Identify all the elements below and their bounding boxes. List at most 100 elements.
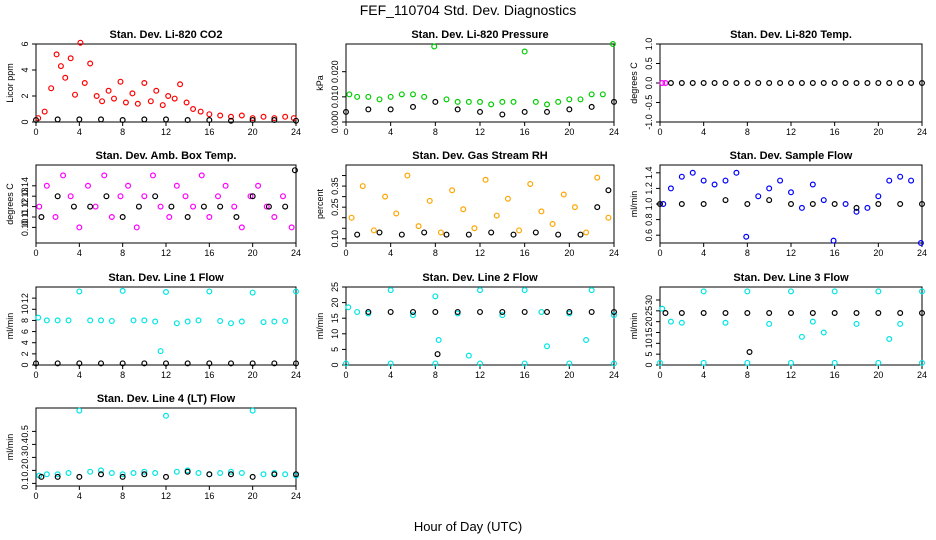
x-tick-label: 12: [786, 370, 796, 380]
data-point: [610, 360, 617, 367]
y-tick-label: 4: [20, 340, 30, 345]
data-point: [77, 39, 84, 46]
data-point: [465, 98, 472, 105]
x-tick-label: 20: [248, 127, 258, 137]
data-point: [32, 117, 39, 124]
data-point: [217, 203, 224, 210]
data-point: [119, 471, 126, 478]
plot-frame: [659, 286, 923, 366]
data-point: [105, 87, 112, 94]
y-tick-label: 25: [644, 306, 654, 316]
data-point: [662, 79, 669, 86]
data-point: [282, 113, 289, 120]
data-point: [171, 95, 178, 102]
data-point: [101, 172, 108, 179]
data-point: [908, 79, 915, 86]
x-tick-label: 4: [77, 248, 82, 258]
data-point: [809, 201, 816, 208]
plot-frame: [35, 286, 297, 366]
data-point: [594, 174, 601, 181]
y-axis-label: kPa: [315, 75, 325, 91]
x-tick-label: 0: [343, 127, 348, 137]
y-tick-label: 15: [644, 327, 654, 337]
data-point: [404, 172, 411, 179]
data-point: [875, 359, 882, 366]
panel-title: Stan. Dev. Line 3 Flow: [733, 272, 849, 284]
data-point: [555, 231, 562, 238]
x-tick-label: 0: [657, 370, 662, 380]
panel-6: Stan. Dev. Sample Flow 0 4 8 12 16 20 24 0.6 0.8 1…: [629, 150, 927, 258]
data-point: [97, 116, 104, 123]
data-point: [410, 308, 417, 315]
data-point: [521, 360, 528, 367]
data-point: [163, 116, 170, 123]
data-point: [510, 98, 517, 105]
data-point: [157, 348, 164, 355]
data-point: [689, 79, 696, 86]
data-point: [521, 287, 528, 294]
panel-title: Stan. Dev. Li-820 CO2: [110, 29, 223, 41]
data-point: [382, 193, 389, 200]
y-axis-label: ml/min: [629, 313, 639, 340]
y-tick-label: 0: [20, 119, 30, 124]
x-tick-label: 12: [475, 248, 485, 258]
plot-frame: [659, 164, 923, 244]
data-point: [43, 471, 50, 478]
data-point: [886, 336, 893, 343]
x-tick-label: 8: [120, 127, 125, 137]
y-tick-label: 1.4: [644, 167, 654, 180]
data-point: [87, 317, 94, 324]
data-point: [571, 204, 578, 211]
data-point: [477, 287, 484, 294]
data-point: [110, 95, 117, 102]
series: [36, 172, 295, 231]
data-point: [133, 224, 140, 231]
x-tick-label: 4: [701, 248, 706, 258]
data-point: [454, 98, 461, 105]
y-tick-label: 15: [330, 313, 340, 323]
x-tick-label: 0: [343, 370, 348, 380]
data-point: [103, 193, 110, 200]
data-point: [918, 310, 925, 317]
data-point: [359, 183, 366, 190]
data-point: [370, 227, 377, 234]
data-point: [163, 473, 170, 480]
series: [32, 360, 300, 367]
data-point: [577, 231, 584, 238]
data-point: [108, 317, 115, 324]
data-point: [271, 318, 278, 325]
data-point: [499, 312, 506, 319]
data-point: [897, 201, 904, 208]
data-point: [543, 101, 550, 108]
data-point: [897, 320, 904, 327]
data-point: [766, 79, 773, 86]
data-point: [206, 288, 213, 295]
y-axis-label: Licor ppm: [5, 63, 15, 103]
data-point: [134, 100, 141, 107]
figure-xlabel: Hour of Day (UTC): [414, 519, 522, 534]
data-point: [343, 360, 350, 367]
data-point: [659, 305, 666, 312]
data-point: [168, 203, 175, 210]
panel-5: Stan. Dev. Gas Stream RH 0 4 8 12 16 20 24 0.10 0…: [315, 150, 619, 258]
plot-frame: [345, 164, 615, 244]
data-point: [265, 203, 272, 210]
data-point: [130, 317, 137, 324]
data-point: [421, 93, 428, 100]
data-point: [280, 193, 287, 200]
y-axis-label: percent: [315, 188, 325, 219]
x-tick-label: 12: [161, 127, 171, 137]
data-point: [499, 111, 506, 118]
data-point: [263, 203, 270, 210]
data-point: [147, 98, 154, 105]
data-point: [421, 229, 428, 236]
y-axis-label: degrees C: [629, 62, 639, 104]
data-point: [864, 79, 871, 86]
data-point: [260, 113, 267, 120]
data-point: [566, 96, 573, 103]
data-point: [755, 79, 762, 86]
plot-frame: [345, 43, 615, 123]
data-point: [820, 197, 827, 204]
data-point: [119, 287, 126, 294]
